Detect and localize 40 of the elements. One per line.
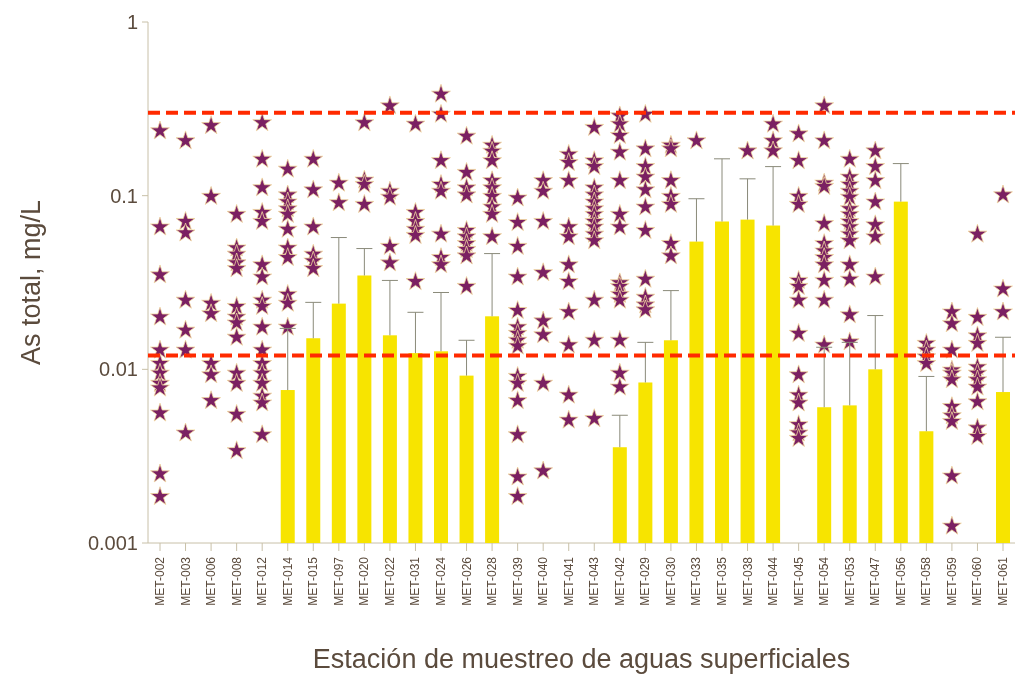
x-tick-label: MET-003 (178, 556, 193, 606)
x-tick-label: MET-024 (434, 556, 448, 606)
x-tick-label: MET-030 (663, 556, 678, 606)
x-tick-label: MET-020 (357, 556, 372, 606)
x-tick-label: MET-056 (893, 556, 908, 606)
x-tick-label: MET-031 (408, 556, 423, 606)
x-tick-label: MET-006 (204, 556, 219, 606)
x-tick-label: MET-039 (510, 556, 525, 606)
x-tick-label: MET-014 (280, 556, 295, 606)
x-axis-title: Estación de muestreo de aguas superficiales (312, 644, 851, 674)
x-tick-label: MET-002 (153, 556, 167, 606)
x-tick-label: MET-028 (485, 556, 500, 606)
y-tick-label: 1 (126, 11, 138, 33)
x-tick-label: MET-035 (715, 556, 729, 606)
x-tick-label: MET-059 (944, 556, 959, 606)
x-tick-label: MET-045 (791, 556, 806, 606)
y-tick-label: 0.01 (99, 358, 138, 381)
x-tick-label: MET-015 (306, 556, 321, 606)
x-tick-label: MET-043 (587, 556, 602, 606)
y-tick-label: 0.001 (87, 532, 138, 554)
y-tick-label: 0.1 (110, 184, 138, 207)
x-tick-label: MET-008 (229, 556, 244, 606)
x-tick-label: MET-054 (817, 556, 832, 606)
x-tick-label: MET-060 (970, 556, 985, 606)
x-tick-label: MET-033 (689, 556, 704, 606)
x-tick-label: MET-047 (868, 556, 883, 606)
x-tick-label: MET-012 (255, 556, 270, 606)
x-tick-label: MET-053 (842, 556, 857, 606)
x-tick-label: MET-061 (996, 556, 1010, 606)
x-tick-label: MET-026 (459, 556, 474, 606)
x-tick-label: MET-022 (382, 556, 397, 606)
x-tick-label: MET-038 (740, 556, 755, 606)
x-tick-label: MET-029 (638, 556, 653, 606)
x-tick-label: MET-097 (331, 556, 346, 606)
y-axis-title: As total, mg/L (16, 199, 46, 366)
x-tick-label: MET-044 (766, 556, 781, 606)
x-tick-label: MET-040 (536, 556, 551, 606)
x-tick-label: MET-041 (561, 556, 576, 606)
x-tick-label: MET-058 (919, 556, 934, 606)
x-tick-label: MET-042 (612, 556, 627, 606)
